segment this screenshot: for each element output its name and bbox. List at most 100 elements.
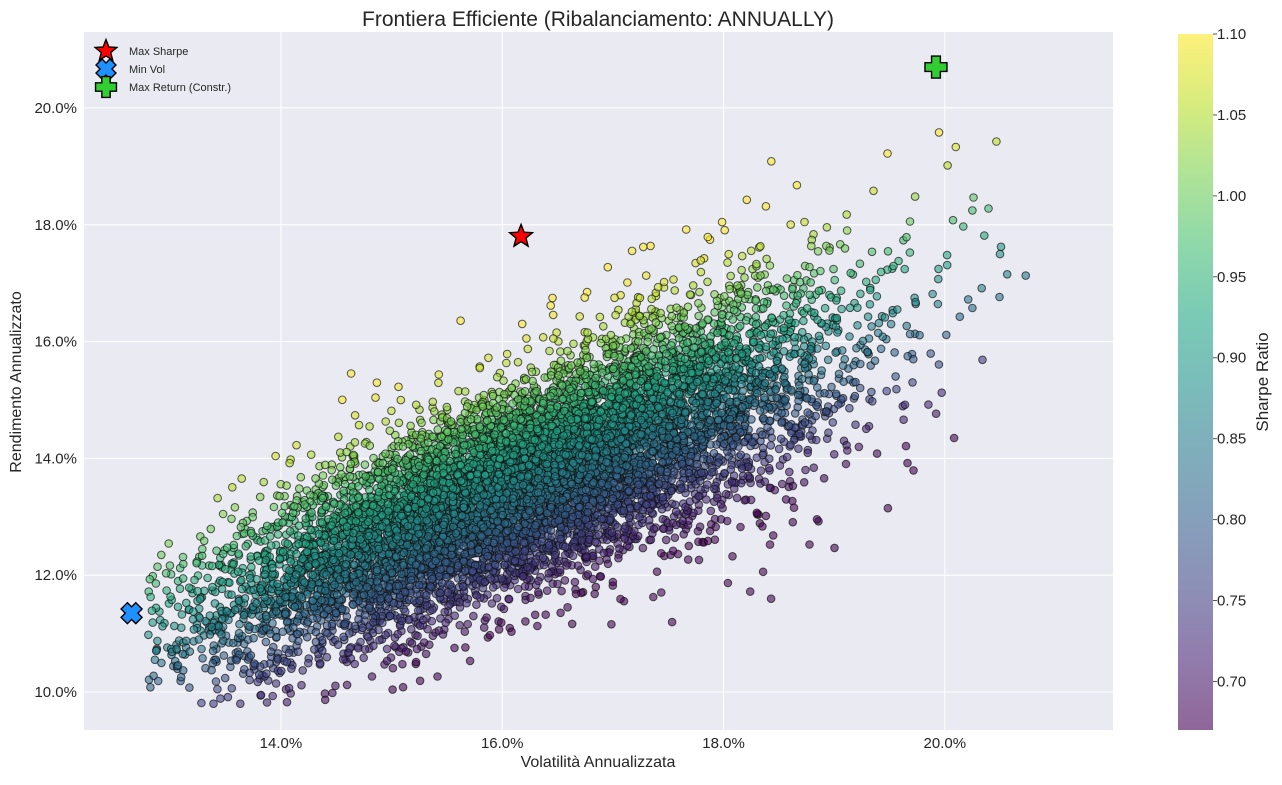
portfolio-point — [670, 276, 678, 284]
portfolio-point — [399, 683, 407, 691]
portfolio-point — [767, 442, 775, 450]
portfolio-point — [684, 556, 692, 564]
portfolio-point — [178, 624, 186, 632]
portfolio-point — [451, 612, 459, 620]
chart-title: Frontiera Efficiente (Ribalanciamento: A… — [362, 8, 834, 31]
portfolio-point — [298, 681, 306, 689]
portfolio-point — [571, 578, 579, 586]
portfolio-point — [376, 636, 384, 644]
portfolio-point — [535, 577, 543, 585]
portfolio-point — [969, 304, 977, 312]
portfolio-point — [287, 558, 295, 566]
portfolio-point — [759, 523, 767, 531]
portfolio-point — [800, 479, 808, 487]
portfolio-point — [319, 472, 327, 480]
portfolio-point — [787, 221, 795, 229]
portfolio-point — [176, 585, 184, 593]
portfolio-point — [190, 626, 198, 634]
portfolio-point — [802, 466, 810, 474]
portfolio-point — [198, 645, 206, 653]
portfolio-point — [199, 545, 207, 553]
portfolio-point — [435, 379, 443, 387]
portfolio-point — [830, 451, 838, 459]
portfolio-point — [389, 664, 397, 672]
portfolio-point — [776, 462, 784, 470]
portfolio-point — [831, 276, 839, 284]
portfolio-point — [766, 541, 774, 549]
portfolio-point — [149, 619, 157, 627]
portfolio-point — [366, 486, 374, 494]
portfolio-point — [639, 544, 647, 552]
portfolio-point — [229, 484, 237, 492]
portfolio-point — [366, 423, 374, 431]
portfolio-point — [831, 544, 839, 552]
portfolio-point — [162, 570, 170, 578]
portfolio-point — [584, 329, 592, 337]
portfolio-point — [854, 304, 862, 312]
portfolio-point — [498, 575, 506, 583]
portfolio-point — [738, 266, 746, 274]
portfolio-point — [382, 631, 390, 639]
portfolio-point — [508, 384, 516, 392]
portfolio-point — [842, 460, 850, 468]
portfolio-point — [473, 601, 481, 609]
portfolio-point — [814, 248, 822, 256]
portfolio-point — [422, 650, 430, 658]
portfolio-point — [523, 335, 531, 343]
portfolio-point — [435, 371, 443, 379]
portfolio-point — [531, 611, 539, 619]
portfolio-point — [762, 203, 770, 211]
portfolio-point — [351, 439, 359, 447]
portfolio-point — [743, 196, 751, 204]
portfolio-point — [903, 322, 911, 330]
portfolio-point — [204, 574, 212, 582]
portfolio-point — [727, 272, 735, 280]
portfolio-point — [884, 248, 892, 256]
portfolio-point — [853, 344, 861, 352]
portfolio-point — [395, 383, 403, 391]
portfolio-point — [214, 494, 222, 502]
portfolio-point — [462, 644, 470, 652]
portfolio-point — [864, 348, 872, 356]
portfolio-point — [726, 285, 734, 293]
portfolio-point — [873, 293, 881, 301]
portfolio-point — [443, 403, 451, 411]
portfolio-point — [944, 162, 952, 170]
portfolio-point — [158, 551, 166, 559]
portfolio-point — [399, 660, 407, 668]
portfolio-point — [768, 158, 776, 166]
portfolio-point — [608, 621, 616, 629]
portfolio-point — [979, 356, 987, 364]
portfolio-point — [435, 627, 443, 635]
portfolio-point — [267, 542, 275, 550]
portfolio-point — [824, 356, 832, 364]
portfolio-point — [721, 226, 729, 234]
portfolio-point — [283, 698, 291, 706]
portfolio-point — [609, 578, 617, 586]
portfolio-point — [757, 243, 765, 251]
portfolio-point — [589, 575, 597, 583]
portfolio-point — [272, 452, 280, 460]
portfolio-point — [830, 265, 838, 273]
portfolio-point — [822, 342, 830, 350]
portfolio-point — [943, 331, 951, 339]
portfolio-point — [820, 475, 828, 483]
portfolio-point — [293, 441, 301, 449]
portfolio-point — [725, 250, 733, 258]
portfolio-point — [416, 677, 424, 685]
portfolio-point — [186, 684, 194, 692]
portfolio-point — [600, 549, 608, 557]
portfolio-point — [505, 596, 513, 604]
portfolio-point — [648, 305, 656, 313]
portfolio-point — [752, 321, 760, 329]
portfolio-point — [823, 224, 831, 232]
portfolio-point — [883, 387, 891, 395]
portfolio-point — [557, 609, 565, 617]
portfolio-point — [210, 700, 218, 708]
portfolio-point — [653, 568, 661, 576]
portfolio-point — [336, 463, 344, 471]
portfolio-point — [746, 588, 754, 596]
portfolio-point — [671, 534, 679, 542]
portfolio-point — [597, 573, 605, 581]
portfolio-point — [461, 628, 469, 636]
